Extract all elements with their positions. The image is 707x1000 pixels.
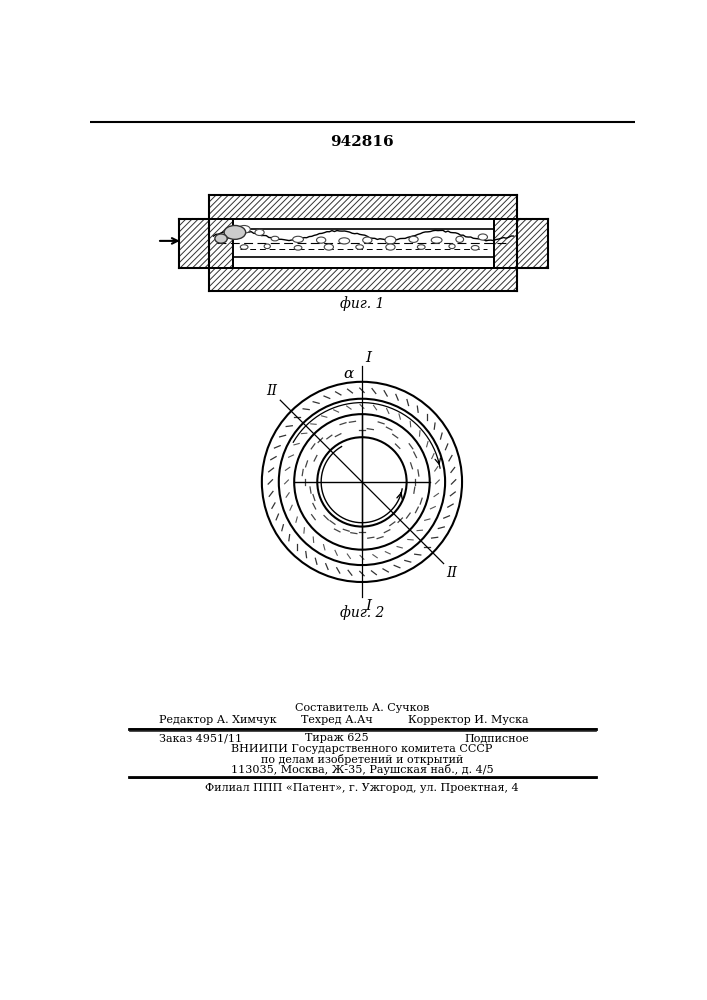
Ellipse shape <box>240 245 248 249</box>
Bar <box>494 219 549 268</box>
Ellipse shape <box>431 237 442 243</box>
Ellipse shape <box>215 234 227 243</box>
Ellipse shape <box>238 225 250 233</box>
Text: Составитель А. Сучков: Составитель А. Сучков <box>295 703 429 713</box>
Ellipse shape <box>317 237 326 243</box>
Text: фиг. 2: фиг. 2 <box>340 605 384 620</box>
Ellipse shape <box>449 244 455 249</box>
Circle shape <box>279 399 445 565</box>
Text: 113035, Москва, Ж-35, Раушская наб., д. 4/5: 113035, Москва, Ж-35, Раушская наб., д. … <box>230 764 493 775</box>
Ellipse shape <box>456 236 464 242</box>
Ellipse shape <box>294 246 302 250</box>
Text: Тираж 625: Тираж 625 <box>305 733 368 743</box>
Text: Редактор А. Химчук: Редактор А. Химчук <box>160 715 277 725</box>
Text: I: I <box>365 599 371 613</box>
Text: Филиал ППП «Патент», г. Ужгород, ул. Проектная, 4: Филиал ППП «Патент», г. Ужгород, ул. Про… <box>205 783 519 793</box>
Text: ВНИИПИ Государственного комитета СССР: ВНИИПИ Государственного комитета СССР <box>231 744 493 754</box>
Text: II: II <box>267 384 278 398</box>
Ellipse shape <box>363 237 372 243</box>
Text: Подписное: Подписное <box>464 733 529 743</box>
Ellipse shape <box>472 246 479 250</box>
Ellipse shape <box>325 244 334 250</box>
Ellipse shape <box>386 244 395 250</box>
Ellipse shape <box>271 236 279 241</box>
Text: Техред А.Ач: Техред А.Ач <box>300 715 373 725</box>
Circle shape <box>317 437 407 527</box>
Text: I: I <box>365 351 371 365</box>
Text: Корректор И. Муска: Корректор И. Муска <box>409 715 529 725</box>
Ellipse shape <box>409 236 418 242</box>
Text: α: α <box>343 367 354 381</box>
Ellipse shape <box>417 245 425 249</box>
Text: II: II <box>446 566 457 580</box>
Ellipse shape <box>293 236 303 242</box>
Text: фиг. 1: фиг. 1 <box>340 296 384 311</box>
Ellipse shape <box>224 225 246 239</box>
Ellipse shape <box>339 238 350 244</box>
Ellipse shape <box>385 236 396 244</box>
Circle shape <box>262 382 462 582</box>
Bar <box>209 268 518 291</box>
Bar <box>179 219 233 268</box>
Circle shape <box>294 414 430 550</box>
Ellipse shape <box>478 234 487 240</box>
Bar <box>209 219 518 268</box>
Text: Заказ 4951/11: Заказ 4951/11 <box>160 733 243 743</box>
Ellipse shape <box>264 244 270 249</box>
Ellipse shape <box>356 245 363 249</box>
Text: по делам изобретений и открытий: по делам изобретений и открытий <box>261 754 463 765</box>
Bar <box>209 195 518 219</box>
Ellipse shape <box>255 229 264 235</box>
Text: 942816: 942816 <box>330 135 394 149</box>
